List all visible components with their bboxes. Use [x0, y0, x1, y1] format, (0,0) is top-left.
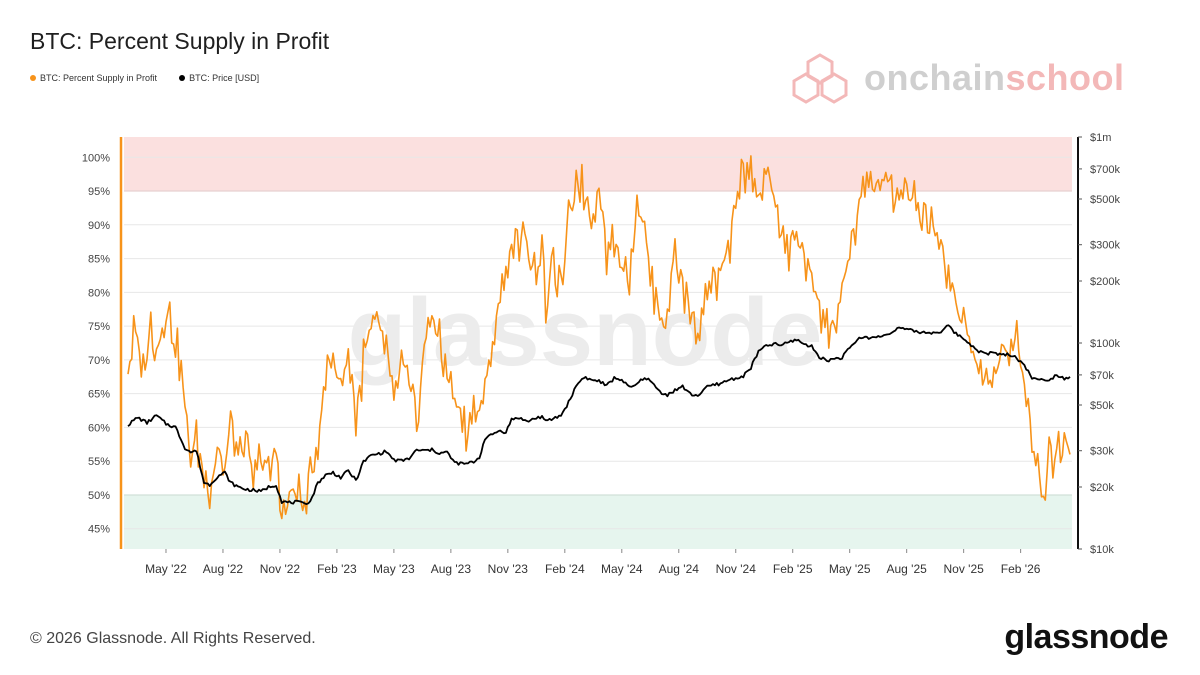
y-right-tick-label: $300k: [1090, 240, 1120, 252]
onchainschool-wordmark: onchainschool: [864, 57, 1125, 99]
series-lines: [127, 155, 1071, 520]
chart-title: BTC: Percent Supply in Profit: [30, 28, 330, 54]
legend-item-supply-profit[interactable]: BTC: Percent Supply in Profit: [30, 73, 157, 83]
x-tick-label: Feb '23: [317, 562, 357, 576]
y-left-tick-label: 60%: [88, 422, 110, 434]
gridlines: [124, 156, 1072, 530]
y-left-tick-label: 85%: [88, 254, 110, 266]
y-right-tick-label: $30k: [1090, 446, 1114, 458]
y-right-tick-label: $70k: [1090, 370, 1114, 382]
y-left-tick-label: 70%: [88, 355, 110, 367]
series-line-btc-price: [127, 324, 1071, 505]
y-left-tick-label: 80%: [88, 287, 110, 299]
legend-label-price: BTC: Price [USD]: [189, 73, 260, 83]
x-tick-label: Feb '26: [1001, 562, 1041, 576]
capitulation-zone-band: [124, 494, 1072, 549]
x-tick-label: May '25: [829, 562, 871, 576]
legend-swatch-price: [179, 75, 186, 81]
y-right-tick-label: $200k: [1090, 276, 1120, 288]
x-tick-label: Feb '25: [773, 562, 813, 576]
y-left-tick-label: 50%: [88, 490, 110, 502]
y-left-tick-label: 75%: [88, 321, 110, 333]
y-right-tick-label: $100k: [1090, 338, 1120, 350]
y-left-tick-label: 45%: [88, 524, 110, 536]
y-left-tick-label: 95%: [88, 186, 110, 198]
legend-label-supply-profit: BTC: Percent Supply in Profit: [40, 73, 158, 83]
x-axis-ticks: May '22 Aug '22 Nov '22 Feb '23 May '23 Aug '…: [145, 549, 1041, 576]
x-tick-label: Aug '23: [431, 562, 472, 576]
y-right-tick-label: $1m: [1090, 132, 1111, 144]
x-tick-label: Aug '22: [203, 562, 244, 576]
brand-part-onchain: onchain: [864, 57, 1006, 98]
x-tick-label: Aug '24: [659, 562, 700, 576]
x-tick-label: Aug '25: [887, 562, 928, 576]
y-left-tick-label: 55%: [88, 456, 110, 468]
euphoria-zone-band: [124, 137, 1072, 192]
y-axis-left-ticks: 45% 50% 55% 60% 65% 70% 75% 80% 85% 90% 95% 100%: [82, 152, 110, 535]
legend-item-price[interactable]: BTC: Price [USD]: [179, 73, 259, 83]
y-right-tick-label: $700k: [1090, 164, 1120, 176]
legend-swatch-supply-profit: [30, 75, 36, 81]
x-tick-label: Feb '24: [545, 562, 585, 576]
y-axis-right-ticks: $10k $20k $30k $50k $70k $100k $200k $300k $500k…: [1078, 132, 1120, 556]
x-tick-label: Nov '23: [488, 562, 529, 576]
y-right-tick-label: $50k: [1090, 400, 1114, 412]
onchainschool-logo-icon: [792, 53, 848, 104]
glassnode-logo: glassnode: [1004, 618, 1168, 656]
x-tick-label: Nov '25: [943, 562, 984, 576]
x-tick-label: May '23: [373, 562, 415, 576]
y-right-tick-label: $20k: [1090, 482, 1114, 494]
y-left-tick-label: 65%: [88, 389, 110, 401]
legend: BTC: Percent Supply in Profit BTC: Price…: [30, 73, 259, 83]
y-right-tick-label: $500k: [1090, 194, 1120, 206]
x-tick-label: May '22: [145, 562, 187, 576]
x-tick-label: Nov '24: [716, 562, 757, 576]
y-right-tick-label: $10k: [1090, 544, 1114, 556]
y-left-tick-label: 100%: [82, 152, 110, 164]
chart-area[interactable]: glassnode 45%50%55%60%65%70%75%80%85%90%…: [0, 0, 1200, 600]
copyright-footer: © 2026 Glassnode. All Rights Reserved.: [30, 630, 316, 647]
x-tick-label: Nov '22: [260, 562, 301, 576]
series-line-supply-in-profit: [127, 155, 1071, 520]
brand-part-school: school: [1005, 57, 1125, 98]
x-tick-label: May '24: [601, 562, 643, 576]
onchainschool-brand: onchainschool: [790, 52, 1125, 104]
y-left-tick-label: 90%: [88, 220, 110, 232]
